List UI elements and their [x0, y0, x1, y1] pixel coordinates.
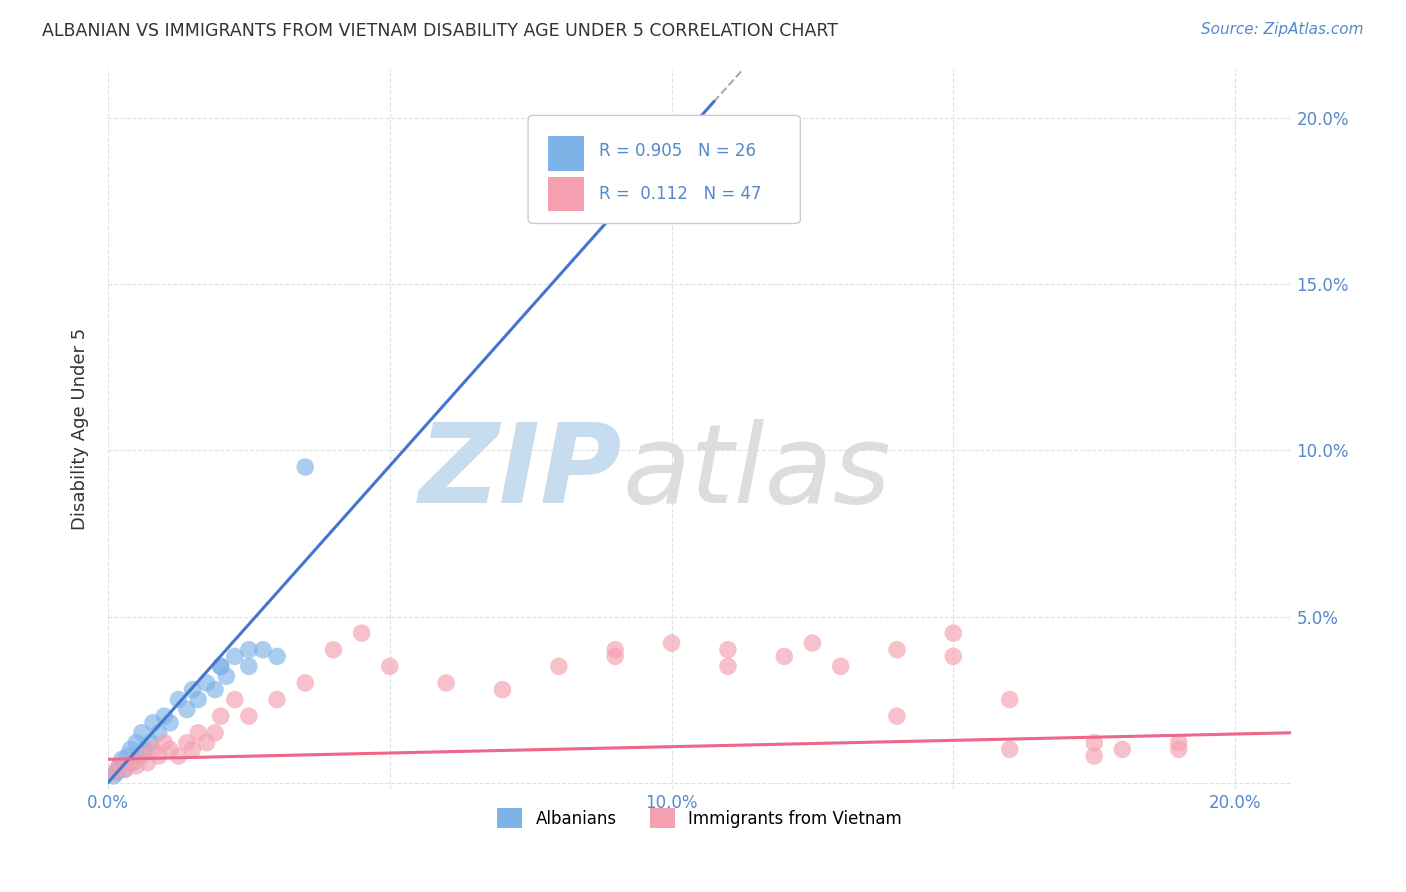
- Point: [605, 642, 627, 657]
- Text: Source: ZipAtlas.com: Source: ZipAtlas.com: [1201, 22, 1364, 37]
- Point: [801, 636, 824, 650]
- Point: [717, 659, 740, 673]
- Point: [1111, 742, 1133, 756]
- Legend: Albanians, Immigrants from Vietnam: Albanians, Immigrants from Vietnam: [491, 801, 908, 835]
- Point: [120, 756, 142, 770]
- Point: [830, 659, 852, 673]
- Point: [159, 715, 181, 730]
- Point: [942, 626, 965, 640]
- Point: [1083, 749, 1105, 764]
- Point: [773, 649, 796, 664]
- Point: [176, 736, 198, 750]
- Point: [1167, 736, 1189, 750]
- Point: [148, 725, 170, 739]
- Point: [114, 762, 136, 776]
- Point: [159, 742, 181, 756]
- Y-axis label: Disability Age Under 5: Disability Age Under 5: [72, 327, 89, 530]
- Point: [238, 659, 260, 673]
- Point: [238, 642, 260, 657]
- Text: R =  0.112   N = 47: R = 0.112 N = 47: [599, 185, 762, 202]
- Text: atlas: atlas: [623, 418, 891, 525]
- Point: [294, 460, 316, 475]
- Point: [998, 742, 1021, 756]
- Point: [224, 649, 246, 664]
- Point: [114, 762, 136, 776]
- Point: [142, 742, 165, 756]
- Point: [111, 752, 134, 766]
- Point: [204, 725, 226, 739]
- Point: [181, 742, 204, 756]
- Point: [350, 626, 373, 640]
- Text: ALBANIAN VS IMMIGRANTS FROM VIETNAM DISABILITY AGE UNDER 5 CORRELATION CHART: ALBANIAN VS IMMIGRANTS FROM VIETNAM DISA…: [42, 22, 838, 40]
- Point: [886, 709, 908, 723]
- Point: [661, 636, 683, 650]
- Point: [204, 682, 226, 697]
- Point: [998, 692, 1021, 706]
- Text: R = 0.905   N = 26: R = 0.905 N = 26: [599, 142, 756, 160]
- Point: [108, 759, 131, 773]
- Point: [215, 669, 238, 683]
- Point: [224, 692, 246, 706]
- Point: [131, 749, 153, 764]
- Point: [181, 682, 204, 697]
- Point: [294, 676, 316, 690]
- Point: [434, 676, 457, 690]
- Text: ZIP: ZIP: [419, 418, 623, 525]
- Point: [167, 749, 190, 764]
- FancyBboxPatch shape: [548, 136, 583, 171]
- Point: [266, 649, 288, 664]
- Point: [153, 709, 176, 723]
- Point: [195, 736, 218, 750]
- Point: [117, 749, 139, 764]
- Point: [547, 659, 569, 673]
- Point: [128, 749, 150, 764]
- Point: [187, 692, 209, 706]
- Point: [187, 725, 209, 739]
- Point: [717, 642, 740, 657]
- Point: [120, 742, 142, 756]
- Point: [105, 765, 128, 780]
- Point: [1167, 742, 1189, 756]
- Point: [142, 715, 165, 730]
- Point: [378, 659, 401, 673]
- Point: [134, 742, 156, 756]
- Point: [148, 749, 170, 764]
- Point: [1083, 736, 1105, 750]
- Point: [322, 642, 344, 657]
- Point: [153, 736, 176, 750]
- Point: [209, 659, 232, 673]
- FancyBboxPatch shape: [529, 115, 800, 224]
- Point: [209, 659, 232, 673]
- Point: [266, 692, 288, 706]
- Point: [131, 725, 153, 739]
- Point: [108, 759, 131, 773]
- Point: [103, 765, 125, 780]
- Point: [125, 759, 148, 773]
- Point: [942, 649, 965, 664]
- Point: [122, 756, 145, 770]
- Point: [195, 676, 218, 690]
- Point: [139, 736, 162, 750]
- Point: [167, 692, 190, 706]
- Point: [209, 709, 232, 723]
- Point: [125, 736, 148, 750]
- Point: [605, 649, 627, 664]
- FancyBboxPatch shape: [548, 177, 583, 211]
- Point: [176, 702, 198, 716]
- Point: [136, 756, 159, 770]
- Point: [886, 642, 908, 657]
- Point: [238, 709, 260, 723]
- Point: [252, 642, 274, 657]
- Point: [491, 682, 513, 697]
- Point: [103, 769, 125, 783]
